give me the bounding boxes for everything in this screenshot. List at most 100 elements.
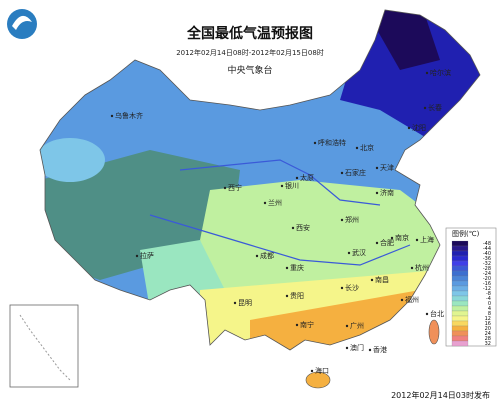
city-label: 福州 [405, 295, 419, 304]
city-dot [410, 266, 414, 270]
south-sea-inset [9, 304, 79, 388]
city-label: 杭州 [415, 263, 429, 272]
city-label: 乌鲁木齐 [115, 111, 143, 120]
legend-swatch [451, 325, 469, 332]
legend-swatch [451, 335, 469, 342]
city-dot [345, 346, 349, 350]
city-dot [400, 298, 404, 302]
city-dot [345, 324, 349, 328]
city-dot [375, 191, 379, 195]
legend-label: -24 [483, 271, 491, 277]
city-dot [223, 186, 227, 190]
legend-label: 8 [488, 311, 491, 317]
legend-label: -16 [483, 281, 491, 287]
city-dot [280, 184, 284, 188]
city-label: 西安 [296, 223, 310, 232]
city-dot [313, 141, 317, 145]
legend-swatch [451, 270, 469, 277]
city-dot [295, 176, 299, 180]
legend-swatch [451, 300, 469, 307]
legend-label: -32 [483, 261, 491, 267]
hainan [305, 371, 331, 389]
city-label: 济南 [380, 188, 394, 197]
city-label: 上海 [420, 235, 434, 244]
city-label: 长春 [428, 103, 442, 112]
city-label: 南京 [395, 233, 409, 242]
legend-swatch [451, 265, 469, 272]
legend-swatch [451, 340, 469, 347]
city-label: 武汉 [352, 248, 366, 257]
city-dot [233, 301, 237, 305]
city-dot [310, 369, 314, 373]
city-label: 广州 [350, 321, 364, 330]
city-label: 重庆 [290, 263, 304, 272]
legend-label: 28 [485, 336, 491, 342]
city-label: 长沙 [345, 283, 359, 292]
city-dot [425, 71, 429, 75]
legend-title: 图例(℃) [452, 229, 480, 238]
city-dot [407, 126, 411, 130]
legend-swatch [451, 280, 469, 287]
title: 全国最低气温预报图 [186, 25, 313, 42]
city-dot [285, 294, 289, 298]
city-label: 成都 [260, 251, 274, 260]
city-label: 澳门 [350, 343, 364, 352]
legend-label: -28 [483, 266, 491, 272]
city-label: 石家庄 [345, 168, 366, 177]
legend-swatch [451, 295, 469, 302]
legend-label: -20 [483, 276, 491, 282]
city-dot [390, 236, 394, 240]
city-label: 呼和浩特 [318, 138, 346, 147]
city-label: 香港 [373, 345, 387, 354]
city-dot [375, 241, 379, 245]
legend-label: 4 [488, 306, 491, 312]
legend-swatch [451, 290, 469, 297]
city-dot [291, 226, 295, 230]
city-label: 台北 [430, 309, 444, 318]
city-dot [355, 146, 359, 150]
legend-swatch [451, 305, 469, 312]
legend-swatch [451, 310, 469, 317]
city-label: 郑州 [345, 216, 359, 224]
city-dot [285, 266, 289, 270]
city-label: 太原 [300, 173, 314, 182]
city-label: 银川 [285, 181, 299, 190]
legend-label: 0 [488, 301, 491, 307]
legend-swatch [451, 320, 469, 327]
legend-swatch [451, 315, 469, 322]
legend-label: 16 [485, 321, 491, 327]
footer: 2012年02月14日03时发布 [391, 390, 490, 400]
city-dot [263, 201, 267, 205]
taiwan [428, 319, 440, 345]
legend-label: 24 [485, 331, 491, 337]
city-dot [368, 348, 372, 352]
city-dot [340, 286, 344, 290]
legend-swatch [451, 275, 469, 282]
city-dot [347, 251, 351, 255]
city-dot [340, 171, 344, 175]
city-label: 沈阳 [412, 123, 426, 132]
subtitle: 2012年02月14日08时-2012年02月15日08时 [176, 48, 324, 57]
legend-swatch [451, 240, 469, 247]
city-dot [255, 254, 259, 258]
legend-swatch [451, 330, 469, 337]
legend-label: 20 [485, 326, 491, 332]
city-dot [415, 238, 419, 242]
city-label: 合肥 [380, 238, 394, 247]
border [39, 9, 481, 351]
legend-label: -4 [486, 296, 491, 302]
legend-swatch [451, 260, 469, 267]
city-label: 天津 [380, 164, 394, 172]
city-label: 贵阳 [290, 291, 304, 300]
issuer: 中央气象台 [227, 64, 272, 76]
city-dot [340, 218, 344, 222]
city-dot [375, 166, 379, 170]
city-label: 拉萨 [140, 251, 154, 260]
legend-label: -44 [483, 246, 491, 252]
legend-swatch [451, 250, 469, 257]
legend-label: 12 [485, 316, 491, 322]
city-label: 兰州 [268, 198, 282, 207]
city-dot [110, 114, 114, 118]
city-label: 昆明 [238, 299, 252, 307]
